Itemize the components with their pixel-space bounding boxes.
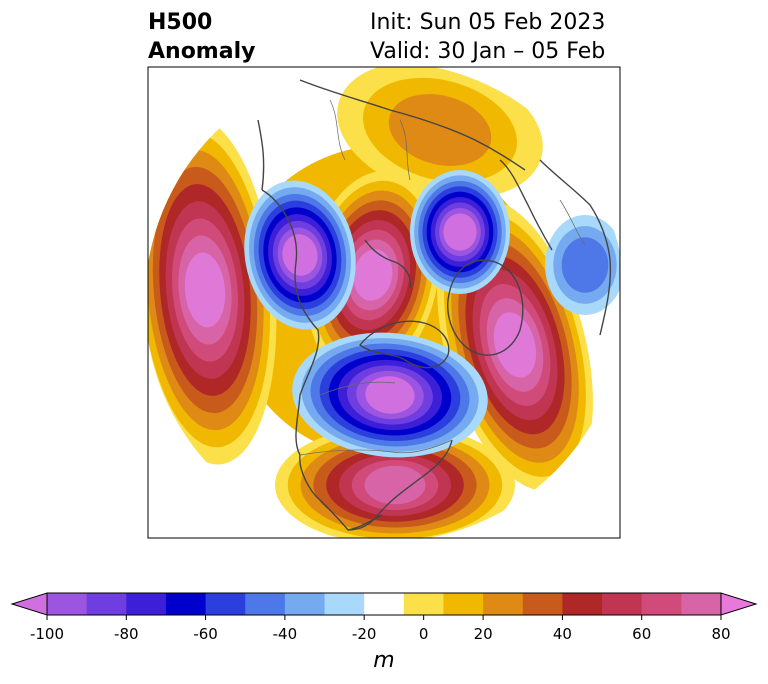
colorbar-outline — [46, 592, 722, 616]
colorbar-tick-label: -100 — [30, 625, 64, 643]
colorbar-cell — [522, 593, 563, 615]
colorbar-tick-label: 80 — [711, 625, 730, 643]
contour-level — [388, 94, 492, 166]
coastlines — [257, 79, 612, 531]
map-frame — [147, 66, 621, 539]
colorbar-cell — [126, 593, 167, 615]
colorbar-tick-label: 20 — [474, 625, 493, 643]
contour-level — [184, 252, 226, 328]
colorbar-cell — [681, 593, 722, 615]
gulf-coast — [319, 499, 383, 531]
colorbar-unit-label: m — [373, 648, 394, 673]
colorbar-tick-label: 60 — [632, 625, 651, 643]
europe-coast — [539, 159, 612, 336]
colorbar-tick-label: -80 — [114, 625, 139, 643]
greenland-coast — [447, 259, 524, 356]
title-line-2: Anomaly — [148, 39, 256, 64]
colorbar-cell — [245, 593, 286, 615]
colorbar-cell — [562, 593, 603, 615]
colorbar-tick-label: -20 — [352, 625, 377, 643]
colorbar-cell — [641, 593, 682, 615]
scandinavia-coast — [499, 159, 553, 251]
colorbar-tick-label: 40 — [553, 625, 572, 643]
colorbar-tick-label: -60 — [193, 625, 218, 643]
colorbar-over-arrow — [720, 592, 758, 616]
asia-north-coast — [299, 79, 526, 171]
map-subtitle: Init: Sun 05 Feb 2023 Valid: 30 Jan – 05… — [370, 8, 605, 66]
init-date: Init: Sun 05 Feb 2023 — [370, 10, 606, 35]
east-asia-coast — [257, 119, 265, 191]
arctic-archipelago — [364, 239, 412, 289]
us-east-coast — [347, 439, 453, 531]
contour-level — [282, 234, 318, 276]
contour-level — [443, 213, 477, 251]
map-title: H500 Anomaly — [148, 8, 255, 66]
colorbar-cells — [47, 593, 722, 615]
colorbar-tick-label: 0 — [419, 625, 429, 643]
colorbar-cell — [443, 593, 484, 615]
colorbar-cell — [205, 593, 246, 615]
anomaly-contours — [148, 67, 620, 538]
colorbar-cell — [284, 593, 326, 615]
contour-level — [364, 465, 426, 505]
colorbar-tick-label: -40 — [273, 625, 298, 643]
contour-level — [365, 376, 415, 414]
borders — [299, 99, 586, 456]
title-line-1: H500 — [148, 10, 213, 35]
contour-level — [353, 249, 393, 301]
colorbar-cell — [165, 593, 207, 615]
north-america-west-coast — [261, 189, 321, 501]
colorbar-cell — [364, 593, 405, 615]
contour-level — [561, 237, 609, 293]
colorbar-under-arrow — [10, 592, 48, 616]
contour-level — [493, 312, 537, 378]
colorbar-ticks: -100-80-60-40-20020406080100 — [30, 615, 731, 643]
valid-date: Valid: 30 Jan – 05 Feb — [370, 39, 606, 64]
colorbar-cell — [47, 593, 88, 615]
colorbar-cell — [324, 593, 365, 615]
colorbar-cell — [602, 593, 643, 615]
hudson-bay-coast — [359, 320, 450, 369]
colorbar-cell — [403, 593, 444, 615]
colorbar-cell — [86, 593, 127, 615]
colorbar-cell — [483, 593, 524, 615]
